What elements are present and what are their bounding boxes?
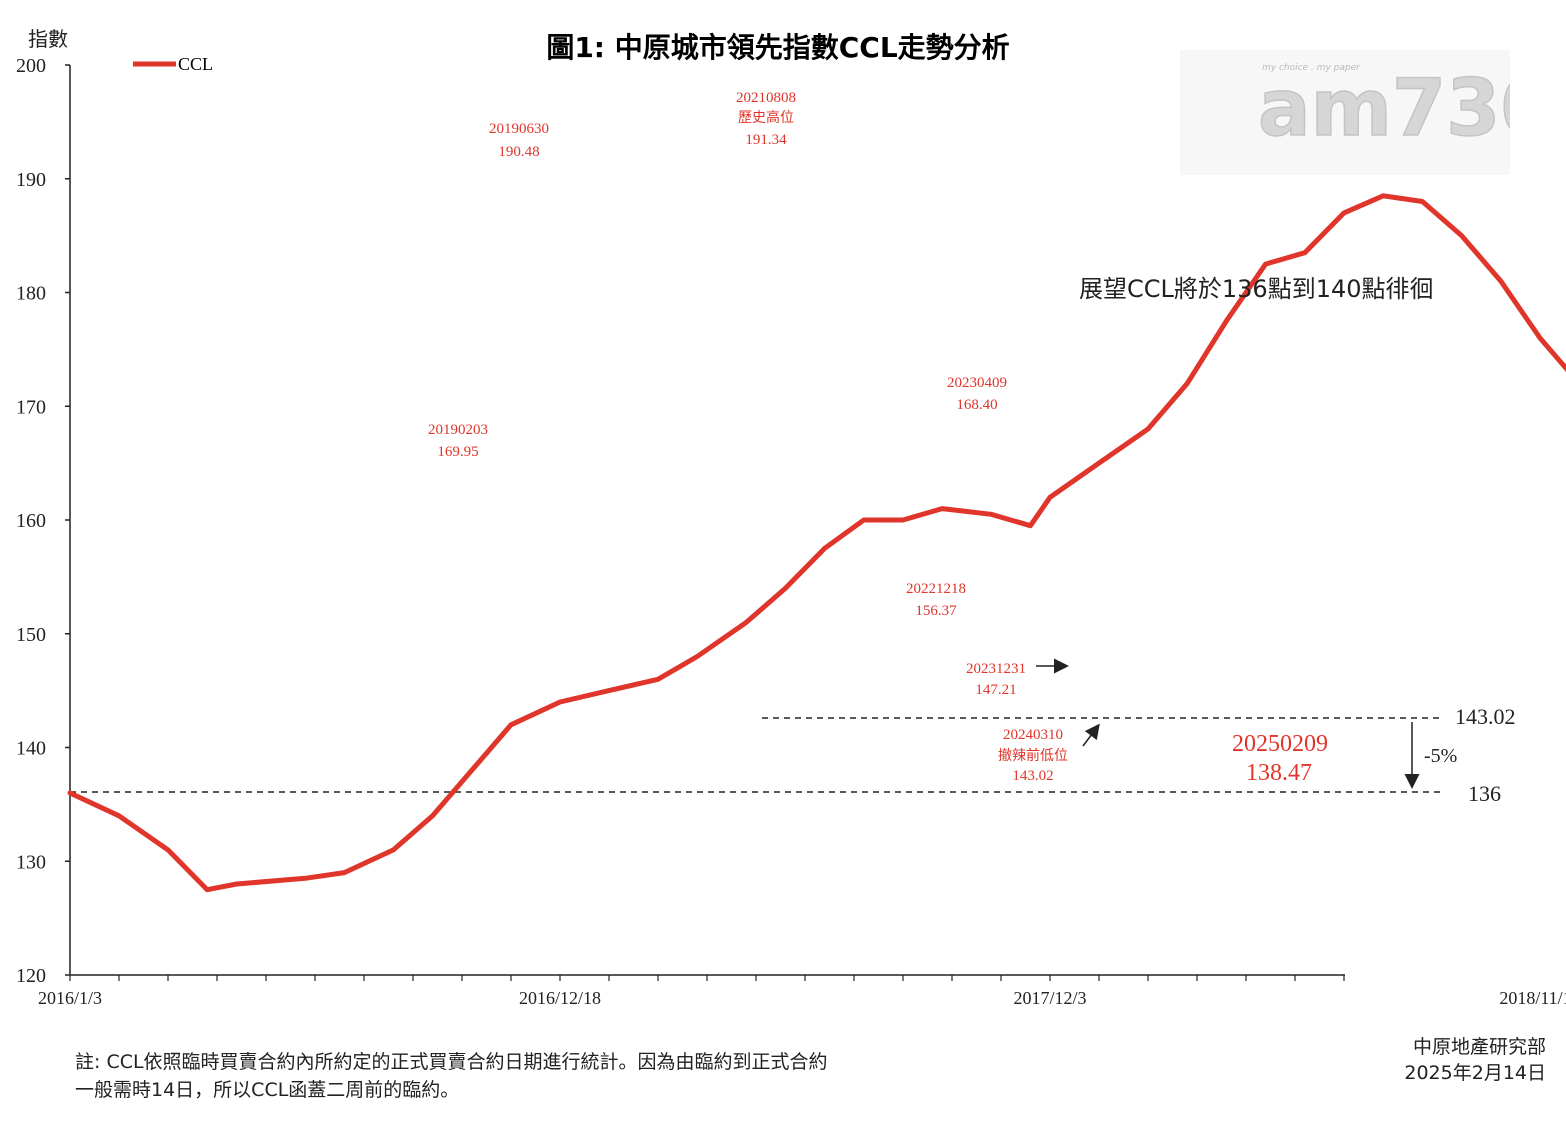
y-tick-label: 190 (16, 169, 46, 191)
chart-title: 圖1: 中原城市領先指數CCL走勢分析 (546, 31, 1009, 64)
ann-20230409-date: 20230409 (947, 375, 1007, 391)
y-ticks: 120 130 140 150 160 170 180 190 200 (16, 55, 70, 987)
ann-20240310-value: 143.02 (1012, 768, 1053, 784)
x-tick-label: 2016/12/18 (519, 988, 601, 1008)
am730-logo: my choice . my paper am730 (1180, 50, 1555, 175)
ann-20250209-value: 138.47 (1246, 760, 1312, 786)
y-tick-label: 170 (16, 396, 46, 418)
ann-20240310-date: 20240310 (1003, 727, 1063, 743)
ann-20231231-date: 20231231 (966, 661, 1026, 677)
outlook-text: 展望CCL將於136點到140點徘徊 (1079, 275, 1434, 303)
ann-20190203-date: 20190203 (428, 422, 488, 438)
ann-20240310-note: 撤辣前低位 (998, 747, 1068, 764)
ann-20221218-value: 156.37 (915, 603, 957, 619)
legend-label: CCL (178, 54, 213, 74)
ann-20210808-date: 20210808 (736, 90, 796, 106)
logo-brand: am730 (1258, 64, 1510, 154)
y-tick-label: 200 (16, 55, 46, 77)
logo-tagline: my choice . my paper (1262, 63, 1361, 73)
footnote-line-2: 一般需時14日，所以CCL函蓋二周前的臨約。 (75, 1079, 460, 1101)
y-tick-label: 120 (16, 965, 46, 987)
ref-label-143: 143.02 (1455, 704, 1516, 729)
ann-20250209-date: 20250209 (1232, 731, 1328, 757)
ann-20190630-date: 20190630 (489, 121, 549, 137)
ann-20190630-value: 190.48 (498, 144, 539, 160)
y-tick-label: 130 (16, 851, 46, 873)
y-tick-label: 180 (16, 283, 46, 305)
x-ticks: 2016/1/32016/12/182017/12/32018/11/18201… (38, 975, 1566, 1008)
x-tick-label: 2016/1/3 (38, 988, 102, 1008)
y-axis-label: 指數 (28, 27, 68, 51)
ann-20230409-value: 168.40 (956, 397, 997, 413)
ann-20240310-arrow (1082, 723, 1100, 747)
footnote-line-1: 註: CCL依照臨時買賣合約內所約定的正式買賣合約日期進行統計。因為由臨約到正式… (75, 1051, 828, 1073)
footnote: 註: CCL依照臨時買賣合約內所約定的正式買賣合約日期進行統計。因為由臨約到正式… (75, 1048, 828, 1104)
ann-20231231-value: 147.21 (975, 682, 1016, 698)
ref-label-136: 136 (1468, 781, 1501, 806)
ann-20210808-value: 191.34 (745, 132, 787, 148)
x-tick-label: 2018/11/18 (1499, 988, 1566, 1008)
x-tick-label: 2017/12/3 (1013, 988, 1086, 1008)
y-tick-label: 160 (16, 510, 46, 532)
source-block: 中原地產研究部 2025年2月14日 (1404, 1034, 1546, 1086)
ccl-series-line (67, 193, 1566, 893)
ann-20221218-date: 20221218 (906, 581, 966, 597)
source-org: 中原地產研究部 (1412, 1036, 1546, 1058)
ann-20190203-value: 169.95 (437, 444, 478, 460)
change-label: -5% (1424, 745, 1457, 767)
ann-20210808-note: 歷史高位 (738, 109, 794, 126)
source-date: 2025年2月14日 (1404, 1062, 1546, 1084)
y-tick-label: 150 (16, 624, 46, 646)
y-tick-label: 140 (16, 738, 46, 760)
